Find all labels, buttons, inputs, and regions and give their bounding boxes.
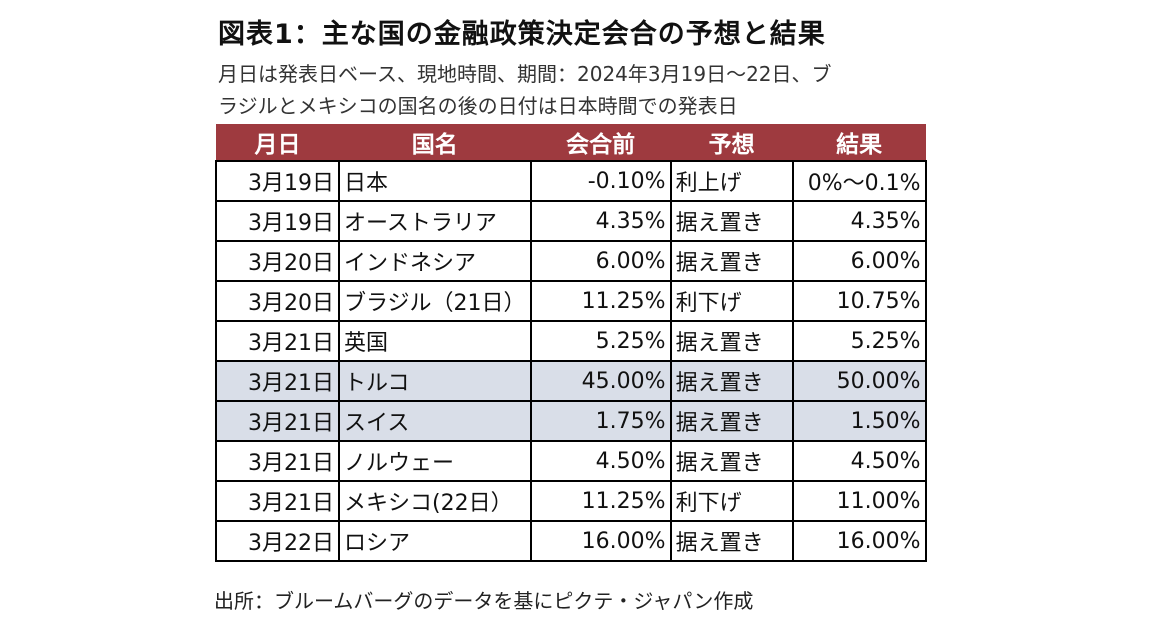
subtitle-line-2: ラジルとメキシコの国名の後の日付は日本時間での発表日 [218, 94, 738, 118]
table-cell: 3月21日 [215, 440, 340, 482]
table-cell: -0.10% [529, 160, 672, 202]
table-cell: 4.50% [791, 440, 927, 482]
table-cell: 5.25% [791, 320, 927, 362]
column-header: 会合前 [530, 124, 671, 161]
table-cell: 3月21日 [215, 320, 340, 362]
table-cell: ロシア [338, 520, 532, 562]
table-row: 3月19日 日本 -0.10% 利上げ 0%～0.1% [215, 160, 927, 202]
table-cell: 50.00% [791, 360, 927, 402]
table-cell: 11.00% [791, 480, 927, 522]
table-row: 3月20日 インドネシア 6.00% 据え置き 6.00% [215, 240, 927, 282]
table-cell: 4.35% [529, 200, 672, 242]
table-row: 3月20日 ブラジル（21日） 11.25% 利下げ 10.75% [215, 280, 927, 322]
table-cell: 日本 [338, 160, 532, 202]
table-cell: 16.00% [529, 520, 672, 562]
page-title: 図表1：主な国の金融政策決定会合の予想と結果 [218, 19, 826, 50]
table-cell: 据え置き [669, 400, 794, 442]
source-note: 出所：ブルームバーグのデータを基にピクテ・ジャパン作成 [214, 589, 754, 613]
table-cell: 3月21日 [215, 480, 340, 522]
table-cell: 据え置き [669, 360, 794, 402]
table-cell: 3月19日 [215, 200, 340, 242]
table-cell: 4.50% [529, 440, 672, 482]
table-cell: 1.50% [791, 400, 927, 442]
table-cell: 3月21日 [215, 360, 340, 402]
table-row: 3月21日 英国 5.25% 据え置き 5.25% [215, 320, 927, 362]
table-row: 3月21日 スイス 1.75% 据え置き 1.50% [215, 400, 927, 442]
table-cell: 5.25% [529, 320, 672, 362]
table-cell: 11.25% [529, 280, 672, 322]
subtitle-line-1: 月日は発表日ベース、現地時間、期間：2024年3月19日～22日、ブ [218, 62, 832, 86]
policy-meeting-table: 月日 国名 会合前 予想 結果 3月19日 日本 -0.10% 利上げ 0%～0.1% 3月19日… [215, 124, 927, 562]
table-cell: 3月19日 [215, 160, 340, 202]
table-cell: オーストラリア [338, 200, 532, 242]
table-cell: 利下げ [669, 280, 794, 322]
column-header: 予想 [670, 124, 793, 161]
table-cell: 0%～0.1% [791, 160, 927, 202]
table-cell: 4.35% [791, 200, 927, 242]
table-cell: 据え置き [669, 240, 794, 282]
column-header: 結果 [792, 124, 926, 161]
table-cell: トルコ [338, 360, 532, 402]
table-cell: ブラジル（21日） [338, 280, 532, 322]
table-cell: 利下げ [669, 480, 794, 522]
table-cell: 利上げ [669, 160, 794, 202]
column-header: 国名 [339, 124, 531, 161]
table-row: 3月22日 ロシア 16.00% 据え置き 16.00% [215, 520, 927, 562]
table-cell: 据え置き [669, 320, 794, 362]
table-cell: 3月22日 [215, 520, 340, 562]
table-cell: 3月20日 [215, 240, 340, 282]
table-cell: 据え置き [669, 440, 794, 482]
column-header: 月日 [216, 124, 339, 161]
table-row: 3月21日 トルコ 45.00% 据え置き 50.00% [215, 360, 927, 402]
table-row: 3月21日 メキシコ(22日） 11.25% 利下げ 11.00% [215, 480, 927, 522]
table-header-row: 月日 国名 会合前 予想 結果 [216, 124, 926, 161]
table-cell: 11.25% [529, 480, 672, 522]
table-row: 3月21日 ノルウェー 4.50% 据え置き 4.50% [215, 440, 927, 482]
table-cell: 英国 [338, 320, 532, 362]
table-cell: 6.00% [791, 240, 927, 282]
table-cell: 1.75% [529, 400, 672, 442]
table-cell: スイス [338, 400, 532, 442]
table-cell: 3月21日 [215, 400, 340, 442]
table-row: 3月19日 オーストラリア 4.35% 据え置き 4.35% [215, 200, 927, 242]
table-cell: 6.00% [529, 240, 672, 282]
table-cell: 据え置き [669, 200, 794, 242]
table-cell: 3月20日 [215, 280, 340, 322]
table-cell: 据え置き [669, 520, 794, 562]
table-cell: 45.00% [529, 360, 672, 402]
table-cell: メキシコ(22日） [338, 480, 532, 522]
table-cell: インドネシア [338, 240, 532, 282]
table-cell: 16.00% [791, 520, 927, 562]
table-cell: ノルウェー [338, 440, 532, 482]
table-cell: 10.75% [791, 280, 927, 322]
